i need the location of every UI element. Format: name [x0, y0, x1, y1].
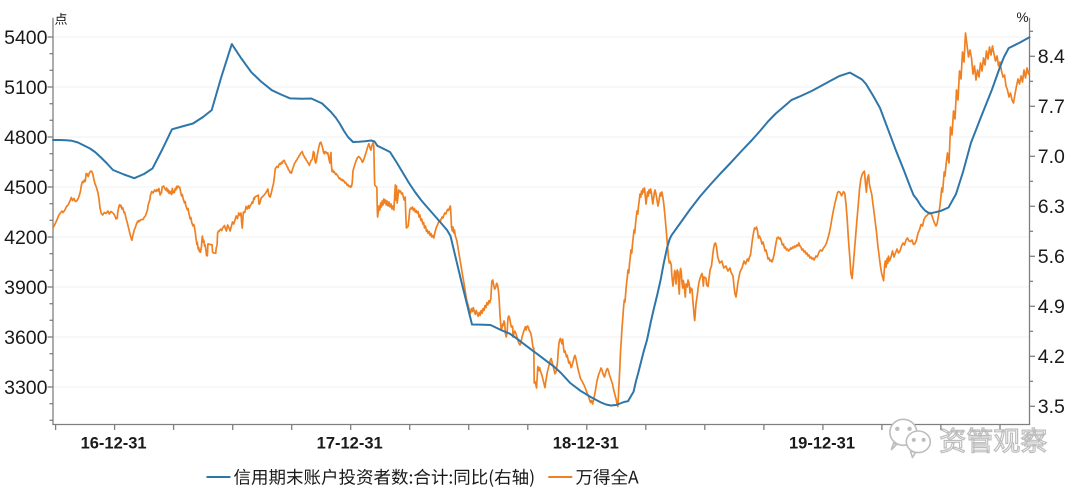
svg-text:3300: 3300 [4, 377, 48, 399]
svg-text:7.0: 7.0 [1038, 146, 1065, 168]
svg-text:19-12-31: 19-12-31 [789, 435, 855, 453]
svg-text:4.2: 4.2 [1038, 346, 1065, 368]
svg-text:3900: 3900 [4, 277, 48, 299]
svg-text:4500: 4500 [4, 177, 48, 199]
svg-text:%: % [1016, 10, 1028, 25]
svg-text:16-12-31: 16-12-31 [81, 435, 147, 453]
svg-text:7.7: 7.7 [1038, 96, 1065, 118]
svg-text:8.4: 8.4 [1038, 46, 1065, 68]
svg-text:3600: 3600 [4, 327, 48, 349]
svg-text:4800: 4800 [4, 127, 48, 149]
svg-text:4.9: 4.9 [1038, 296, 1065, 318]
svg-text:4200: 4200 [4, 227, 48, 249]
svg-text:5.6: 5.6 [1038, 246, 1065, 268]
svg-text:17-12-31: 17-12-31 [317, 435, 383, 453]
svg-text:18-12-31: 18-12-31 [553, 435, 619, 453]
svg-text:3.5: 3.5 [1038, 396, 1065, 418]
svg-text:6.3: 6.3 [1038, 196, 1065, 218]
svg-text:5100: 5100 [4, 77, 48, 99]
svg-text:5400: 5400 [4, 27, 48, 49]
